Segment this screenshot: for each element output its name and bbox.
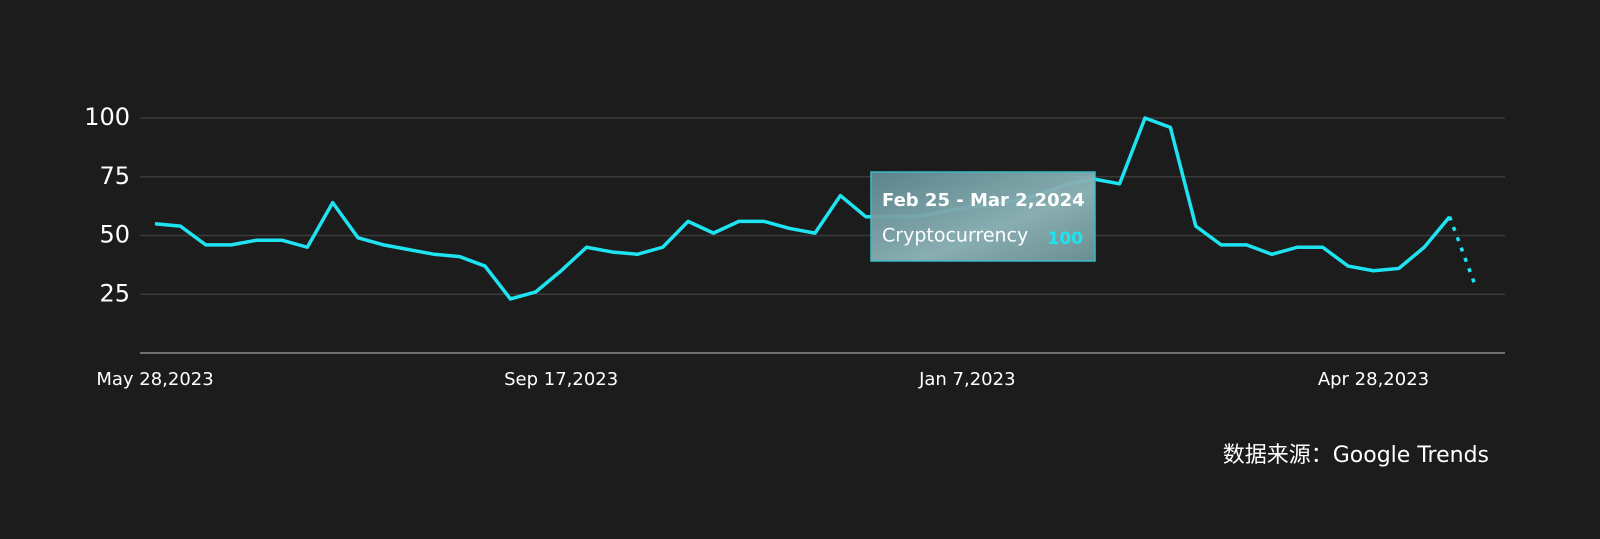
tooltip-series: Cryptocurrency — [882, 225, 1028, 247]
y-tick-label: 100 — [84, 103, 130, 131]
tooltip: Feb 25 - Mar 2,2024 Cryptocurrency 100 — [870, 171, 1096, 262]
plot — [154, 116, 1477, 301]
x-tick-label: Apr 28,2023 — [1318, 369, 1429, 390]
tooltip-title: Feb 25 - Mar 2,2024 — [882, 190, 1085, 211]
y-tick-label: 75 — [99, 162, 130, 190]
data-line — [154, 116, 1451, 301]
y-tick-label: 50 — [99, 221, 130, 249]
source-note: 数据来源：Google Trends — [1223, 443, 1489, 468]
tooltip-value: 100 — [1048, 229, 1084, 249]
x-tick-label: Sep 17,2023 — [504, 369, 618, 390]
x-tick-label: Jan 7,2023 — [918, 369, 1015, 390]
tooltip-box — [870, 171, 1096, 262]
partial-line — [1447, 216, 1477, 286]
x-tick-label: May 28,2023 — [96, 369, 213, 390]
y-tick-label: 25 — [99, 279, 130, 307]
grid: 25 50 75 100 May 28,2023 Sep 17,2023 Jan 7,202… — [84, 103, 1505, 390]
